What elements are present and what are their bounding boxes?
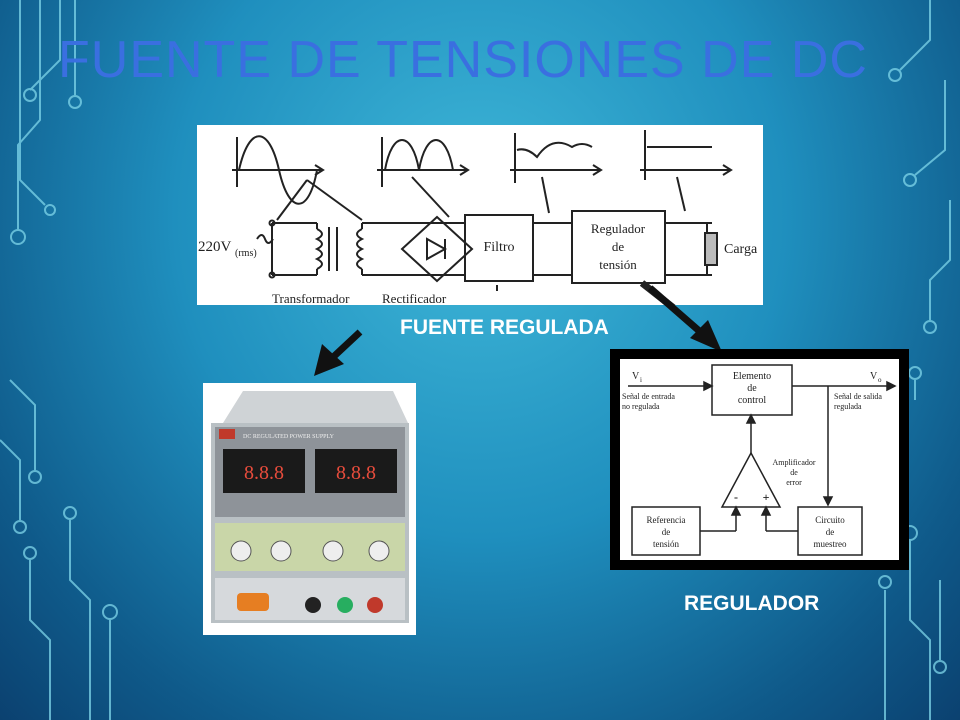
vi-label: V: [632, 371, 640, 382]
input-desc-2: no regulada: [622, 402, 660, 411]
regulator-diagram: V i V o Señal de entrada no regulada Señ…: [622, 364, 897, 556]
display-right: 8.8.8: [336, 462, 376, 484]
regulator-label-2: de: [612, 239, 625, 254]
display-left: 8.8.8: [244, 462, 284, 484]
regulator-diagram-frame: V i V o Señal de entrada no regulada Señ…: [610, 349, 909, 570]
regulator-caption: REGULADOR: [684, 592, 820, 615]
input-desc-1: Señal de entrada: [622, 392, 675, 401]
load-label: Carga: [724, 242, 758, 257]
minus-sign: -: [734, 490, 738, 504]
filter-label: Filtro: [483, 240, 514, 255]
control-label-3: control: [738, 395, 767, 406]
power-supply-illustration: DC REGULATED POWER SUPPLY 8.8.8 8.8.8: [203, 383, 416, 635]
regulated-supply-caption: FUENTE REGULADA: [400, 316, 609, 339]
amplifier-label-2: de: [790, 468, 798, 477]
output-desc-2: regulada: [834, 402, 862, 411]
block-diagram-panel: 220V (rms) Transformador Rectificador Fi…: [197, 125, 763, 353]
output-desc-1: Señal de salida: [834, 392, 882, 401]
plus-sign: +: [763, 490, 770, 504]
control-label-1: Elemento: [733, 371, 771, 382]
vo-label: V: [870, 371, 878, 382]
power-supply-photo: DC REGULATED POWER SUPPLY 8.8.8 8.8.8: [203, 383, 416, 635]
control-label-2: de: [747, 383, 757, 394]
reference-label-2: de: [662, 527, 671, 537]
amplifier-label-1: Amplificador: [772, 458, 815, 467]
reference-label-1: Referencia: [647, 515, 686, 525]
vo-sub: o: [878, 376, 882, 384]
input-voltage-label: 220V: [198, 239, 232, 255]
reference-label-3: tensión: [653, 539, 679, 549]
regulator-diagram-panel: V i V o Señal de entrada no regulada Señ…: [620, 359, 899, 560]
transformer-label: Transformador: [272, 291, 350, 305]
sampling-label-3: muestreo: [814, 539, 847, 549]
regulator-label-3: tensión: [599, 257, 637, 272]
input-voltage-sub: (rms): [235, 248, 257, 259]
rectifier-label: Rectificador: [382, 291, 447, 305]
amplifier-label-3: error: [786, 478, 802, 487]
sampling-label-1: Circuito: [815, 515, 845, 525]
sampling-label-2: de: [826, 527, 835, 537]
slide-title: FUENTE DE TENSIONES DE DC: [58, 31, 868, 89]
regulator-label-1: Regulador: [591, 221, 646, 236]
vi-sub: i: [640, 376, 642, 384]
supply-brand-label: DC REGULATED POWER SUPPLY: [243, 434, 335, 440]
